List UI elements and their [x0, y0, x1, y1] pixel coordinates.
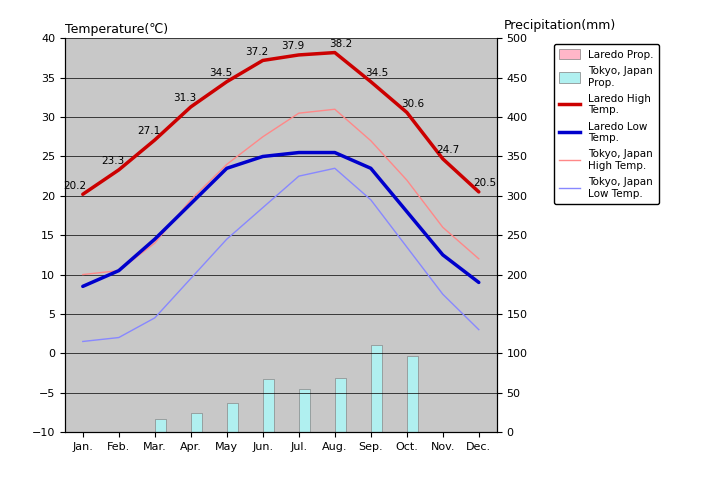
- Legend: Laredo Prop., Tokyo, Japan
Prop., Laredo High
Temp., Laredo Low
Temp., Tokyo, Ja: Laredo Prop., Tokyo, Japan Prop., Laredo…: [554, 44, 659, 204]
- Bar: [227, 403, 238, 432]
- Bar: [216, 432, 227, 478]
- Bar: [299, 389, 310, 432]
- Bar: [432, 432, 443, 480]
- Bar: [180, 432, 191, 480]
- Bar: [191, 413, 202, 432]
- Bar: [252, 432, 263, 470]
- Text: 20.5: 20.5: [473, 179, 496, 188]
- Bar: [335, 378, 346, 432]
- Bar: [443, 432, 454, 437]
- Text: 31.3: 31.3: [174, 93, 197, 103]
- Text: 37.9: 37.9: [282, 41, 305, 51]
- Bar: [144, 432, 155, 480]
- Bar: [263, 379, 274, 432]
- Text: 38.2: 38.2: [329, 39, 352, 49]
- Bar: [479, 432, 490, 470]
- Text: 30.6: 30.6: [401, 99, 424, 109]
- Bar: [324, 432, 335, 470]
- Bar: [72, 432, 83, 480]
- Bar: [407, 356, 418, 432]
- Bar: [360, 432, 371, 470]
- Bar: [396, 432, 407, 478]
- Bar: [83, 432, 94, 470]
- Text: Temperature(℃): Temperature(℃): [65, 23, 168, 36]
- Text: 34.5: 34.5: [365, 68, 388, 78]
- Bar: [371, 346, 382, 432]
- Bar: [108, 432, 119, 480]
- Bar: [468, 432, 479, 480]
- Text: 24.7: 24.7: [437, 145, 460, 156]
- Bar: [155, 419, 166, 432]
- Text: 27.1: 27.1: [138, 126, 161, 136]
- Text: 20.2: 20.2: [63, 180, 86, 191]
- Text: 23.3: 23.3: [102, 156, 125, 166]
- Text: Precipitation(mm): Precipitation(mm): [504, 19, 616, 32]
- Text: 34.5: 34.5: [210, 68, 233, 78]
- Bar: [288, 432, 299, 470]
- Bar: [119, 432, 130, 467]
- Text: 37.2: 37.2: [246, 47, 269, 57]
